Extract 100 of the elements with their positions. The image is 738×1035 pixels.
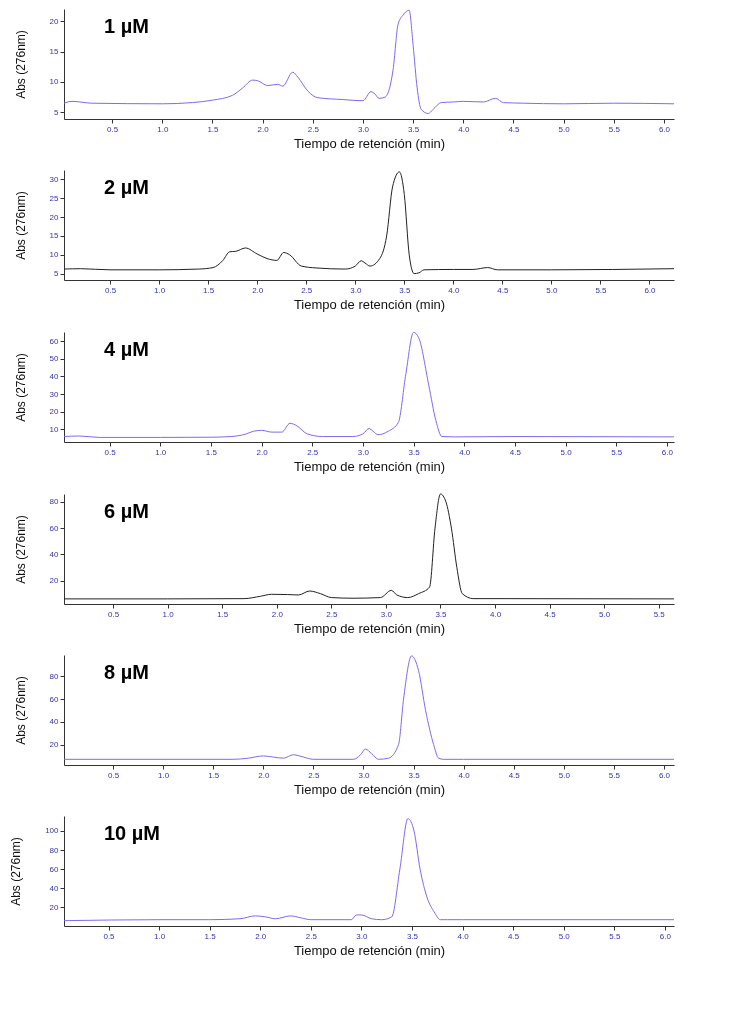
y-tick-label: 20 <box>49 407 60 417</box>
x-tick-label: 1.5 <box>204 931 217 941</box>
x-tick-label: 5.0 <box>546 285 559 295</box>
x-tick-label: 2.5 <box>307 447 319 457</box>
y-tick-label: 40 <box>49 549 60 559</box>
x-tick-label: 3.5 <box>435 609 448 619</box>
x-tick-label: 2.5 <box>305 931 318 941</box>
x-tick-label: 5.5 <box>608 770 621 780</box>
x-tick-label: 2.5 <box>301 285 313 295</box>
x-tick-label: 1.5 <box>207 124 220 134</box>
x-tick-label: 4.5 <box>508 931 520 941</box>
x-tick-label: 2.0 <box>271 609 284 619</box>
x-tick-label: 2.0 <box>258 770 270 780</box>
x-tick-label: 0.5 <box>103 931 116 941</box>
x-tick-label: 0.5 <box>107 124 119 134</box>
chart-title: 4 µM <box>104 337 149 360</box>
x-tick-label: 5.5 <box>609 931 621 941</box>
chart-title: 10 µM <box>104 822 160 844</box>
x-tick-label: 5.0 <box>560 447 573 457</box>
line-series <box>63 818 675 922</box>
chart-title: 2 µM <box>104 176 149 198</box>
x-tick-label: 3.0 <box>357 447 370 457</box>
x-tick-label: 3.0 <box>380 609 393 619</box>
x-tick-label: 4.0 <box>458 770 471 780</box>
x-tick-label: 3.0 <box>357 124 370 134</box>
y-axis-title: Abs (276nm) <box>13 515 28 584</box>
x-tick-label: 2.0 <box>252 285 264 295</box>
x-tick-label: 5.5 <box>608 124 621 134</box>
x-tick-label: 1.0 <box>155 447 167 457</box>
y-tick-label: 5 <box>54 107 60 117</box>
y-tick-label: 40 <box>49 371 60 381</box>
y-tick-label: 60 <box>49 336 60 346</box>
y-tick-label: 25 <box>49 193 60 203</box>
y-tick-label: 20 <box>49 212 60 222</box>
x-tick-label: 1.0 <box>157 124 169 134</box>
x-tick-label: 1.0 <box>154 931 166 941</box>
y-tick-label: 5 <box>54 269 60 279</box>
x-axis-title: Tiempo de retención (min) <box>293 135 446 151</box>
y-tick-label: 20 <box>49 16 60 26</box>
x-tick-label: 5.5 <box>595 285 608 295</box>
x-tick-label: 2.0 <box>256 447 269 457</box>
y-axis-title: Abs (276nm) <box>13 353 28 422</box>
x-tick-label: 3.0 <box>350 285 362 295</box>
x-tick-label: 1.0 <box>162 609 175 619</box>
x-tick-label: 3.0 <box>356 931 369 941</box>
y-tick-label: 15 <box>49 47 60 57</box>
x-tick-label: 5.0 <box>558 931 571 941</box>
x-tick-label: 5.0 <box>558 770 571 780</box>
x-tick-label: 3.5 <box>408 770 421 780</box>
x-axis-title: Tiempo de retención (min) <box>293 620 446 636</box>
x-axis-title: Tiempo de retención (min) <box>293 296 446 312</box>
y-axis-title: Abs (276nm) <box>9 837 24 906</box>
x-tick-label: 6.0 <box>661 447 674 457</box>
y-tick-label: 10 <box>49 424 60 434</box>
x-tick-label: 5.5 <box>653 609 666 619</box>
x-tick-label: 1.5 <box>217 609 229 619</box>
y-tick-label: 80 <box>49 497 60 507</box>
chart-title: 8 µM <box>104 661 149 683</box>
y-tick-label: 80 <box>49 671 60 681</box>
y-tick-label: 20 <box>49 740 60 750</box>
x-tick-label: 2.5 <box>308 770 321 780</box>
y-tick-label: 60 <box>49 694 60 704</box>
y-tick-label: 10 <box>49 77 60 87</box>
x-tick-label: 4.0 <box>448 285 460 295</box>
y-axis-title: Abs (276nm) <box>13 30 28 99</box>
x-tick-label: 2.5 <box>307 124 320 134</box>
x-tick-label: 1.5 <box>203 285 215 295</box>
x-tick-label: 0.5 <box>108 609 120 619</box>
x-tick-label: 5.0 <box>558 124 571 134</box>
y-tick-label: 80 <box>49 845 60 855</box>
chart-title: 6 µM <box>104 499 149 522</box>
x-tick-label: 1.0 <box>158 770 170 780</box>
line-series <box>63 331 675 438</box>
x-tick-label: 1.5 <box>208 770 220 780</box>
y-tick-label: 10 <box>49 250 60 260</box>
x-tick-label: 0.5 <box>104 447 117 457</box>
x-tick-label: 3.5 <box>408 447 421 457</box>
x-tick-label: 0.5 <box>105 285 117 295</box>
x-tick-label: 0.5 <box>108 770 120 780</box>
x-tick-label: 6.0 <box>658 124 671 134</box>
y-tick-label: 20 <box>49 576 60 586</box>
chart-title: 1 µM <box>104 15 149 37</box>
x-tick-label: 3.5 <box>408 124 420 134</box>
y-tick-label: 15 <box>49 231 60 241</box>
x-tick-label: 1.5 <box>205 447 218 457</box>
y-tick-label: 60 <box>49 523 60 533</box>
line-series <box>63 9 675 115</box>
x-tick-label: 2.5 <box>326 609 338 619</box>
y-tick-label: 20 <box>49 902 60 912</box>
y-tick-label: 60 <box>49 864 60 874</box>
x-tick-label: 4.0 <box>458 124 470 134</box>
x-tick-label: 4.5 <box>508 770 521 780</box>
x-tick-label: 2.0 <box>257 124 270 134</box>
y-axis-title: Abs (276nm) <box>13 191 28 260</box>
x-tick-label: 4.0 <box>457 931 470 941</box>
x-axis-title: Tiempo de retención (min) <box>293 942 446 958</box>
x-tick-label: 3.5 <box>399 285 411 295</box>
y-tick-label: 40 <box>49 717 60 727</box>
x-tick-label: 6.0 <box>659 931 672 941</box>
line-series <box>63 493 675 600</box>
